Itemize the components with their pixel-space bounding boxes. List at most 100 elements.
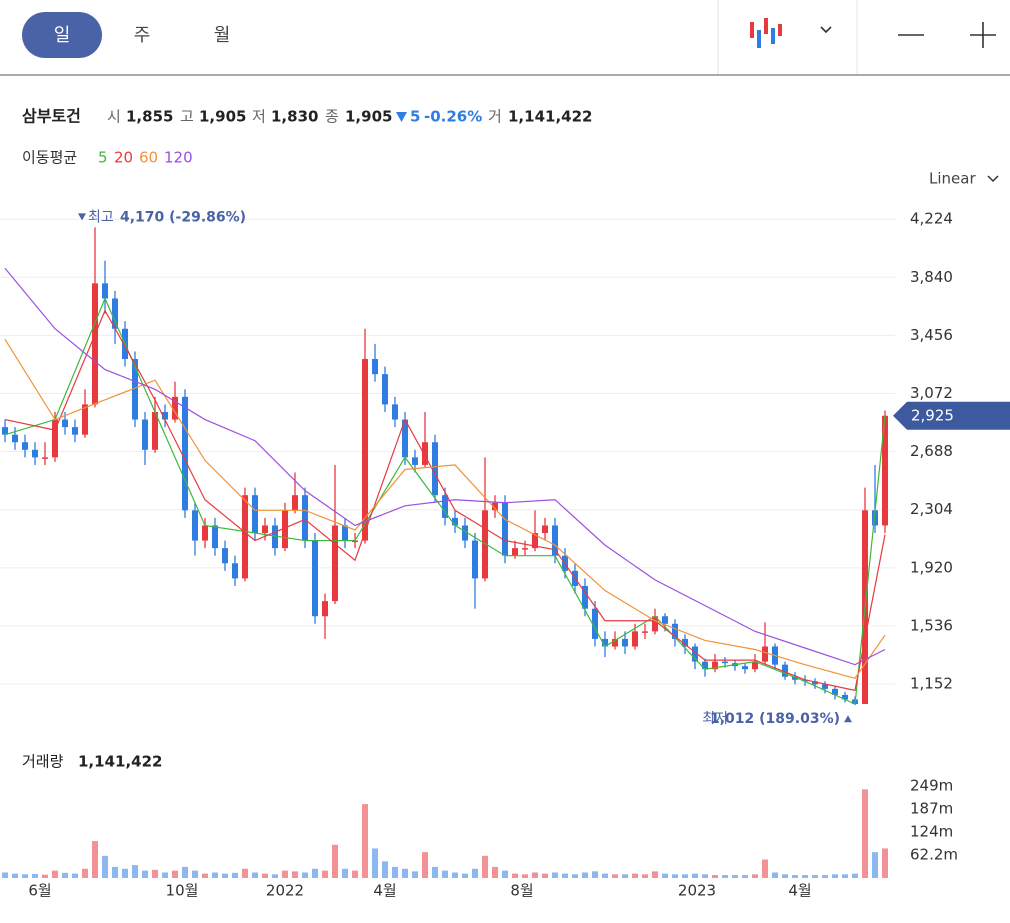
tab[interactable]: 주 bbox=[134, 25, 151, 46]
candle-body bbox=[402, 419, 408, 458]
volume-bar bbox=[312, 868, 318, 878]
volume-bar bbox=[782, 874, 788, 878]
volume-bar bbox=[882, 848, 888, 878]
candle-body bbox=[12, 434, 18, 443]
volume-bar bbox=[172, 870, 178, 878]
volume-bar bbox=[132, 865, 138, 878]
volume-bar bbox=[232, 872, 238, 878]
ma-legend-title: 이동평균 bbox=[22, 149, 77, 167]
field-value: 1,905 bbox=[345, 108, 392, 126]
volume-bar bbox=[222, 873, 228, 878]
volume-bar bbox=[762, 859, 768, 878]
field-label: 저 bbox=[252, 108, 266, 126]
candle-body bbox=[272, 525, 278, 549]
candle-body bbox=[832, 688, 838, 695]
field-value: 1,141,422 bbox=[508, 108, 592, 126]
volume-bar bbox=[432, 866, 438, 878]
volume-bar bbox=[812, 875, 818, 878]
selected-tab-pill[interactable] bbox=[22, 12, 102, 58]
volume-bar bbox=[382, 861, 388, 878]
volume-bar bbox=[362, 804, 368, 878]
legend-entry: 5 bbox=[98, 149, 108, 167]
volume-bar bbox=[252, 872, 258, 878]
candle-body bbox=[812, 681, 818, 685]
volume-bar bbox=[492, 866, 498, 878]
y-tick-label: 1,920 bbox=[910, 558, 953, 576]
volume-bar bbox=[322, 870, 328, 878]
candle-body bbox=[692, 646, 698, 662]
volume-bar bbox=[512, 873, 518, 878]
volume-bar bbox=[562, 873, 568, 878]
candle-body bbox=[342, 525, 348, 541]
volume-bar bbox=[62, 872, 68, 878]
volume-bar bbox=[772, 872, 778, 878]
volume-bar bbox=[502, 870, 508, 878]
candle-body bbox=[162, 411, 168, 420]
field-value: 1,855 bbox=[126, 108, 173, 126]
candle-body bbox=[792, 676, 798, 680]
candle-body bbox=[842, 694, 848, 700]
high-label: 최고 bbox=[88, 209, 114, 225]
volume-bar bbox=[692, 873, 698, 878]
candle-body bbox=[542, 525, 548, 534]
candle-body bbox=[302, 495, 308, 541]
change: 5 bbox=[410, 108, 420, 126]
candle-body bbox=[752, 661, 758, 670]
tab[interactable]: 월 bbox=[214, 25, 231, 46]
candle-body bbox=[322, 601, 328, 617]
volume-bar bbox=[582, 872, 588, 878]
candle-body bbox=[652, 616, 658, 632]
candle-body bbox=[762, 646, 768, 662]
candle-body bbox=[702, 661, 708, 670]
down-arrow bbox=[396, 112, 407, 122]
candle-body bbox=[32, 449, 38, 458]
chart-type-icon[interactable] bbox=[750, 18, 782, 48]
tab[interactable]: 일 bbox=[54, 25, 71, 46]
change-pct: -0.26% bbox=[424, 108, 482, 126]
volume-bar bbox=[572, 874, 578, 878]
candle-body bbox=[712, 661, 718, 670]
volume-bar bbox=[452, 872, 458, 878]
candle-body bbox=[492, 502, 498, 511]
zoom-in[interactable] bbox=[970, 22, 996, 48]
volume-bar bbox=[212, 872, 218, 878]
candle-body bbox=[372, 359, 378, 375]
candle-body bbox=[602, 638, 608, 647]
candle-body bbox=[662, 616, 668, 624]
candle-body bbox=[382, 374, 388, 405]
volume-bar bbox=[192, 870, 198, 878]
volume-bar bbox=[752, 874, 758, 878]
candle-body bbox=[42, 457, 48, 459]
candle-body bbox=[262, 525, 268, 534]
volume-bar bbox=[392, 866, 398, 878]
ma-line bbox=[4, 309, 886, 692]
candle-body bbox=[612, 638, 618, 647]
y-tick-label: 4,224 bbox=[910, 210, 953, 228]
volume-bar bbox=[102, 855, 108, 878]
candle-body bbox=[552, 525, 558, 556]
x-tick-label: 6월 bbox=[28, 882, 51, 900]
volume-bar bbox=[242, 868, 248, 878]
candle-body bbox=[442, 495, 448, 518]
candle-body bbox=[332, 525, 338, 602]
volume-bar bbox=[282, 870, 288, 878]
x-tick-label: 2022 bbox=[266, 882, 304, 900]
scale-chevron[interactable] bbox=[987, 175, 999, 183]
y-tick-label: 1,152 bbox=[910, 675, 953, 693]
dropdown-chevron[interactable] bbox=[820, 26, 832, 34]
y-tick-label: 1,536 bbox=[910, 616, 953, 634]
high-text: 4,170 (-29.86%) bbox=[120, 209, 246, 225]
scale-mode[interactable]: Linear bbox=[929, 170, 976, 188]
volume-tick-label: 249m bbox=[910, 777, 953, 795]
candle-body bbox=[512, 548, 518, 556]
field-value: 1,830 bbox=[271, 108, 318, 126]
volume-bar bbox=[52, 870, 58, 878]
volume-bar bbox=[702, 874, 708, 878]
volume-bar bbox=[632, 873, 638, 878]
candle-body bbox=[502, 502, 508, 556]
last-price-tag bbox=[893, 401, 1010, 430]
candle-body bbox=[532, 533, 538, 549]
field-label: 고 bbox=[180, 108, 194, 126]
stock-name: 삼부토건 bbox=[22, 107, 81, 126]
volume-bar bbox=[482, 855, 488, 878]
